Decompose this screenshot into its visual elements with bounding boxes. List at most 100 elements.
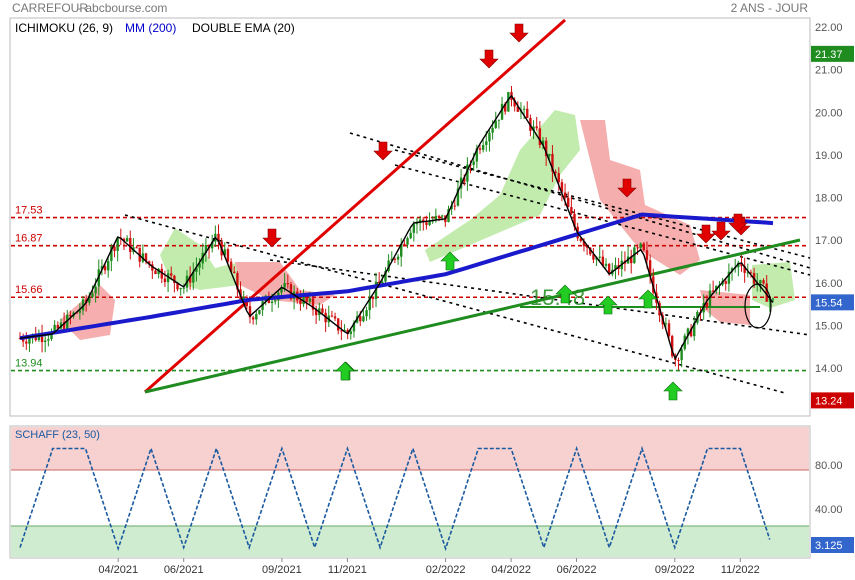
- candle-body: [570, 207, 572, 214]
- instrument-name: CARREFOUR: [12, 1, 88, 15]
- candle-body: [495, 121, 497, 128]
- candle-body: [94, 286, 96, 293]
- candle-body: [359, 316, 361, 321]
- x-tick-label: 09/2021: [262, 564, 302, 576]
- y-tick-label: 15.00: [815, 320, 843, 332]
- candle-body: [25, 342, 27, 344]
- candle-body: [523, 109, 525, 110]
- y-tick-label: 16.00: [815, 278, 843, 290]
- candle-body: [334, 316, 336, 318]
- candle-body: [677, 360, 679, 361]
- candle-body: [413, 224, 415, 233]
- candle-body: [331, 316, 333, 317]
- candle-body: [258, 310, 260, 314]
- candle-body: [154, 271, 156, 274]
- candle-body: [441, 215, 443, 216]
- price-tag-label: 15.54: [815, 297, 843, 309]
- candle-body: [564, 193, 566, 198]
- candle-body: [772, 299, 774, 300]
- candle-body: [28, 338, 30, 343]
- candle-body: [646, 250, 648, 260]
- candle-body: [104, 266, 106, 270]
- price-tag-label: 13.24: [815, 395, 843, 407]
- level-label: 15.66: [15, 284, 43, 296]
- candle-body: [725, 281, 727, 284]
- candle-body: [485, 141, 487, 145]
- support-value-annotation: 15.48: [530, 285, 585, 310]
- candle-body: [668, 323, 670, 336]
- candle-body: [164, 279, 166, 283]
- candle-body: [454, 206, 456, 207]
- candle-body: [639, 243, 641, 247]
- candle-body: [135, 247, 137, 248]
- candle-body: [233, 272, 235, 273]
- schaff-title: SCHAFF (23, 50): [15, 429, 100, 441]
- candle-body: [44, 341, 46, 342]
- schaff-y-tick-label: 40.00: [815, 504, 843, 516]
- schaff-value: 3.125: [815, 540, 843, 552]
- candle-body: [472, 162, 474, 165]
- candle-body: [362, 316, 364, 321]
- candle-body: [227, 249, 229, 261]
- candle-body: [271, 302, 273, 303]
- candle-body: [491, 128, 493, 133]
- y-tick-label: 14.00: [815, 363, 843, 375]
- x-tick-label: 06/2022: [557, 564, 597, 576]
- candle-body: [47, 339, 49, 340]
- candle-body: [482, 145, 484, 150]
- candle-body: [558, 173, 560, 182]
- y-tick-label: 21.00: [815, 65, 843, 77]
- candle-body: [425, 222, 427, 225]
- y-tick-label: 17.00: [815, 235, 843, 247]
- candle-body: [129, 238, 131, 252]
- candle-body: [680, 349, 682, 360]
- candle-body: [605, 264, 607, 266]
- candle-body: [438, 216, 440, 217]
- candle-body: [394, 259, 396, 260]
- x-tick-label: 11/2022: [721, 564, 760, 576]
- y-tick-label: 20.00: [815, 107, 843, 119]
- y-tick-label: 19.00: [815, 150, 843, 162]
- level-label: 17.53: [15, 205, 43, 217]
- candle-body: [309, 298, 311, 302]
- candle-body: [759, 280, 761, 283]
- candle-body: [321, 308, 323, 312]
- candle-body: [548, 154, 550, 156]
- candle-body: [488, 133, 490, 142]
- legend-mm200: MM (200): [125, 21, 176, 35]
- candle-body: [381, 282, 383, 284]
- candle-body: [252, 317, 254, 319]
- candle-body: [636, 247, 638, 248]
- level-label: 16.87: [15, 233, 43, 245]
- y-tick-label: 22.00: [815, 22, 843, 34]
- candle-body: [762, 280, 764, 283]
- candle-body: [255, 314, 257, 319]
- candle-body: [306, 297, 308, 302]
- candle-body: [428, 221, 430, 224]
- candle-body: [498, 120, 500, 121]
- candle-body: [113, 247, 115, 251]
- candle-body: [183, 288, 185, 289]
- candle-body: [91, 293, 93, 296]
- candle-body: [170, 273, 172, 275]
- candle-body: [350, 331, 352, 334]
- candle-body: [274, 300, 276, 301]
- candle-body: [299, 300, 301, 304]
- legend-ichimoku: ICHIMOKU (26, 9): [15, 21, 113, 35]
- candle-body: [283, 283, 285, 287]
- level-label: 13.94: [15, 358, 43, 370]
- candle-body: [526, 109, 528, 118]
- candle-body: [403, 244, 405, 245]
- candle-body: [69, 315, 71, 316]
- candle-body: [599, 257, 601, 258]
- candle-body: [287, 283, 289, 284]
- candle-body: [179, 288, 181, 289]
- candle-body: [409, 233, 411, 238]
- candle-body: [536, 126, 538, 128]
- y-tick-label: 18.00: [815, 193, 843, 205]
- candle-body: [643, 243, 645, 250]
- candle-body: [107, 261, 109, 270]
- period-label: 2 ANS - JOUR: [731, 1, 809, 15]
- candle-body: [397, 257, 399, 260]
- schaff-y-tick-label: 80.00: [815, 460, 843, 472]
